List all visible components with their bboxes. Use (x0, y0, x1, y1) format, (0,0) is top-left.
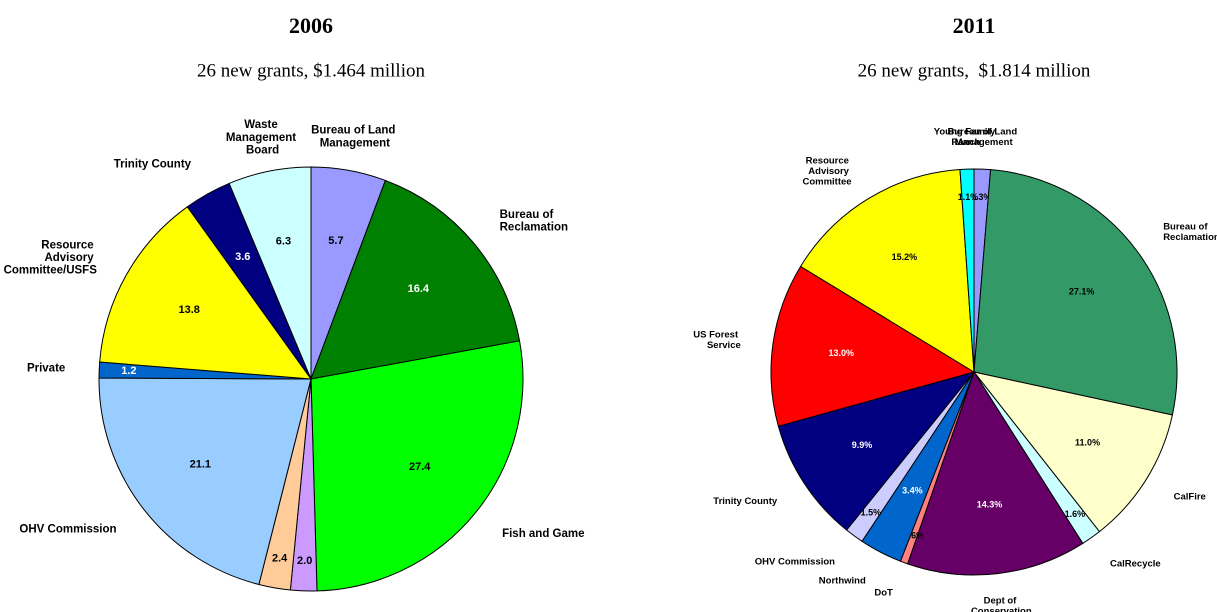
pie-slice (959, 168, 975, 373)
category-label: OHV Commission (755, 557, 835, 568)
category-label: Bureau of Land Management (311, 125, 399, 150)
value-label: 1.6% (1065, 509, 1086, 519)
value-label: 21.1 (190, 459, 211, 471)
value-label: 11.0% (1075, 437, 1100, 447)
value-label: 15.2% (892, 252, 918, 262)
value-label: 1.3% (971, 192, 992, 202)
chart-title: 2011 (953, 13, 996, 38)
pie-slice (907, 370, 1084, 576)
value-label: 2.0 (297, 555, 312, 567)
category-label: Young Family Ranch (934, 126, 998, 147)
chart-subtitle: 26 new grants, $1.814 million (858, 60, 1091, 81)
value-label: 14.3% (977, 499, 1003, 509)
value-label: 1.1% (958, 192, 979, 202)
pie-slice (98, 377, 312, 586)
category-label: Resource Advisory Committee/USFS (4, 239, 98, 276)
pie-slice (777, 371, 976, 531)
category-label: Trinity County (713, 496, 778, 507)
category-label: Bureau of Land Management (947, 126, 1019, 147)
value-label: 9.9% (852, 440, 873, 450)
pie-slice (99, 206, 313, 380)
category-label: CalFire (1174, 491, 1206, 502)
value-label: 16.4 (408, 283, 430, 295)
category-label: DoT (874, 588, 893, 599)
value-label: 27.1% (1069, 287, 1095, 297)
category-label: US Forest Service (693, 329, 741, 350)
pie-slice (972, 371, 1173, 533)
value-label: 5.7 (328, 235, 343, 247)
value-label: 6.3 (276, 236, 291, 248)
category-label: Bureau of Reclamation (1163, 221, 1217, 242)
value-label: 27.4 (409, 461, 431, 473)
pie-slice (799, 168, 975, 373)
category-label: Fish and Game (502, 528, 584, 540)
value-label: 1.5% (861, 507, 882, 517)
value-label: 0.6% (904, 530, 925, 540)
category-label: CalRecycle (1110, 559, 1161, 570)
value-label: 3.4% (902, 485, 923, 495)
pie-slice (770, 265, 976, 427)
value-label: 1.2 (121, 365, 136, 377)
value-label: 3.6 (235, 251, 250, 263)
pie-slice (310, 179, 521, 380)
pie-slice (310, 340, 524, 592)
value-label: 2.4 (272, 553, 288, 565)
category-label: Northwind (819, 576, 866, 587)
pie-slice (228, 166, 312, 380)
category-label: Resource Advisory Committee (802, 155, 851, 187)
value-label: 13.8 (178, 304, 199, 316)
category-label: Waste Management Board (226, 119, 300, 156)
category-label: Private (27, 363, 65, 375)
category-label: Dept of Conservation (971, 595, 1032, 612)
chart-subtitle: 26 new grants, $1.464 million (197, 60, 425, 81)
category-label: OHV Commission (19, 524, 116, 536)
chart-title: 2006 (289, 13, 333, 38)
category-label: Bureau of Reclamation (500, 209, 568, 234)
value-label: 13.0% (829, 348, 855, 358)
category-label: Trinity County (114, 158, 192, 170)
pie-slice (973, 169, 1178, 416)
